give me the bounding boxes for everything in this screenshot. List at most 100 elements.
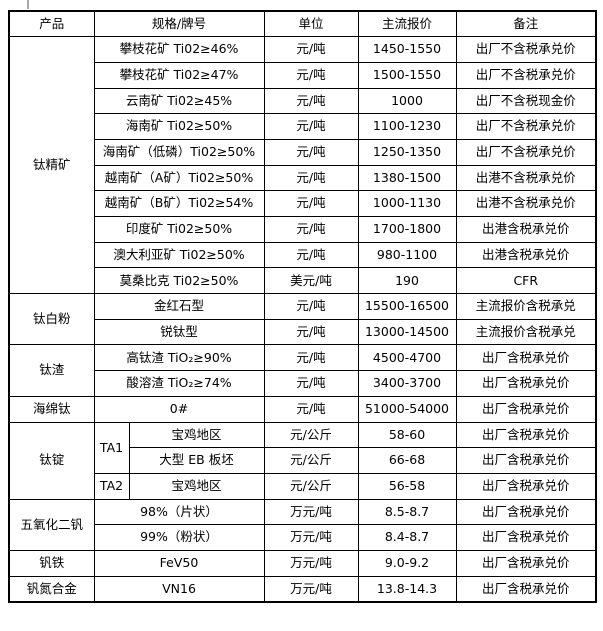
table-row: 钛渣 高钛渣 TiO₂≥90% 元/吨 4500-4700 出厂含税承兑价: [8, 344, 597, 397]
spec-cell: 云南矿 Ti02≥45%: [93, 87, 265, 115]
unit-cell: 美元/吨: [263, 267, 359, 295]
spec-cell: 澳大利亚矿 Ti02≥50%: [93, 241, 265, 269]
table-row: 钒氮合金 VN16 万元/吨 13.8-14.3 出厂含税承兑价: [8, 575, 597, 603]
header-price: 主流报价: [357, 10, 457, 38]
price-cell: 190: [357, 267, 457, 295]
table-row: 越南矿（B矿）Ti02≥54% 元/吨 1000-1130 出港不含税承兑价: [9, 190, 597, 217]
price-cell: 13000-14500: [357, 318, 457, 346]
table-row: 云南矿 Ti02≥45% 元/吨 1000 出厂不含税现金价: [9, 87, 597, 115]
note-cell: 出厂含税承兑价: [455, 421, 597, 449]
price-cell: 1000: [357, 87, 457, 115]
unit-cell: 万元/吨: [263, 549, 359, 577]
price-cell: 8.5-8.7: [357, 498, 457, 526]
price-cell: 980-1100: [357, 241, 457, 269]
product-cell: 海绵钛: [8, 395, 95, 423]
unit-cell: 万元/吨: [263, 575, 359, 603]
note-cell: 出厂不含税现金价: [455, 87, 597, 115]
note-cell: 出港含税承兑价: [455, 216, 597, 243]
table-row: 海南矿 Ti02≥50% 元/吨 1100-1230 出厂不含税承兑价: [9, 113, 597, 140]
header-product: 产品: [8, 10, 95, 38]
table-row: 攀枝花矿 Ti02≥47% 元/吨 1500-1550 出厂不含税承兑价: [9, 61, 597, 89]
header-note: 备注: [455, 10, 597, 38]
price-cell: 4500-4700: [357, 344, 457, 372]
note-cell: 出厂含税承兑价: [455, 344, 597, 372]
spec-cell: FeV50: [93, 549, 265, 577]
note-cell: 出厂含税承兑价: [455, 575, 597, 603]
unit-cell: 元/公斤: [263, 421, 359, 449]
unit-cell: 元/吨: [263, 370, 359, 397]
table-row: 99%（粉状） 万元/吨 8.4-8.7 出厂含税承兑价: [9, 524, 597, 551]
spec-cell: VN16: [93, 575, 265, 603]
unit-cell: 元/吨: [263, 36, 359, 63]
unit-cell: 元/吨: [263, 344, 359, 372]
price-cell: 1100-1230: [357, 113, 457, 140]
spec-cell: 海南矿 Ti02≥50%: [93, 113, 265, 140]
unit-cell: 元/吨: [263, 395, 359, 423]
spec-cell: 酸溶渣 TiO₂≥74%: [93, 370, 265, 397]
unit-cell: 元/吨: [263, 138, 359, 166]
unit-cell: 元/吨: [263, 241, 359, 269]
table-row: 海南矿（低磷）Ti02≥50% 元/吨 1250-1350 出厂不含税承兑价: [9, 138, 597, 166]
price-cell: 1450-1550: [357, 36, 457, 63]
note-cell: 出厂不含税承兑价: [455, 36, 597, 63]
spec-cell: 攀枝花矿 Ti02≥47%: [93, 61, 265, 89]
unit-cell: 元/吨: [263, 87, 359, 115]
spec-cell: 高钛渣 TiO₂≥90%: [93, 344, 265, 372]
header-unit: 单位: [263, 10, 359, 38]
header-spec: 规格/牌号: [93, 10, 265, 38]
spec-cell: 宝鸡地区: [128, 421, 265, 449]
product-cell: 钛渣: [8, 344, 95, 397]
table-row: 钛锭 TA1 宝鸡地区 元/公斤 58-60 出厂含税承兑价: [8, 421, 597, 500]
note-cell: 出港不含税承兑价: [455, 164, 597, 192]
product-cell: 钒铁: [8, 549, 95, 577]
table-row: TA2 宝鸡地区 元/公斤 56-58 出厂含税承兑价: [9, 472, 597, 500]
price-cell: 1000-1130: [357, 190, 457, 217]
price-cell: 8.4-8.7: [357, 524, 457, 551]
note-cell: 主流报价含税承兑: [455, 318, 597, 346]
spec-cell: 海南矿（低磷）Ti02≥50%: [93, 138, 265, 166]
header-row: 产品 规格/牌号 单位 主流报价 备注: [8, 10, 597, 38]
cursor-artifact: [27, 0, 29, 9]
spec-cell: 莫桑比克 Ti02≥50%: [93, 267, 265, 295]
note-cell: 主流报价含税承兑: [455, 293, 597, 320]
price-cell: 13.8-14.3: [357, 575, 457, 603]
unit-cell: 元/吨: [263, 216, 359, 243]
spec-cell: 98%（片状）: [93, 498, 265, 526]
unit-cell: 元/公斤: [263, 447, 359, 474]
note-cell: 出港不含税承兑价: [455, 190, 597, 217]
spec-cell: 0#: [93, 395, 265, 423]
table-row: 钛精矿 攀枝花矿 Ti02≥46% 元/吨 1450-1550 出厂不含税承兑价: [8, 36, 597, 295]
price-cell: 1380-1500: [357, 164, 457, 192]
note-cell: 出厂不含税承兑价: [455, 113, 597, 140]
spec-cell: 金红石型: [93, 293, 265, 320]
product-cell: 钛白粉: [8, 293, 95, 346]
table-row: 印度矿 Ti02≥50% 元/吨 1700-1800 出港含税承兑价: [9, 216, 597, 243]
unit-cell: 元/吨: [263, 61, 359, 89]
note-cell: 出厂不含税承兑价: [455, 61, 597, 89]
table-row: 莫桑比克 Ti02≥50% 美元/吨 190 CFR: [9, 267, 597, 295]
unit-cell: 元/吨: [263, 113, 359, 140]
note-cell: 出厂不含税承兑价: [455, 138, 597, 166]
unit-cell: 元/吨: [263, 318, 359, 346]
spec-cell: 锐钛型: [93, 318, 265, 346]
grade-cell: TA1: [93, 421, 130, 474]
price-cell: 1500-1550: [357, 61, 457, 89]
table-row: 钛白粉 金红石型 元/吨 15500-16500 主流报价含税承兑: [8, 293, 597, 346]
product-cell: 五氧化二钒: [8, 498, 95, 551]
table-row: 锐钛型 元/吨 13000-14500 主流报价含税承兑: [9, 318, 597, 346]
table-row: 钒铁 FeV50 万元/吨 9.0-9.2 出厂含税承兑价: [8, 549, 597, 577]
price-table-body: 钛精矿 攀枝花矿 Ti02≥46% 元/吨 1450-1550 出厂不含税承兑价 攀枝花矿…: [8, 36, 597, 603]
unit-cell: 元/吨: [263, 293, 359, 320]
grade-cell: TA2: [93, 472, 130, 500]
note-cell: 出厂含税承兑价: [455, 395, 597, 423]
unit-cell: 元/公斤: [263, 472, 359, 500]
unit-cell: 元/吨: [263, 190, 359, 217]
price-table: 产品 规格/牌号 单位 主流报价 备注 钛精矿 攀枝花矿 Ti02≥46% 元/吨 1…: [8, 10, 597, 603]
unit-cell: 万元/吨: [263, 524, 359, 551]
note-cell: 出厂含税承兑价: [455, 498, 597, 526]
unit-cell: 万元/吨: [263, 498, 359, 526]
table-row: 海绵钛 0# 元/吨 51000-54000 出厂含税承兑价: [8, 395, 597, 423]
spec-cell: 攀枝花矿 Ti02≥46%: [93, 36, 265, 63]
table-row: 澳大利亚矿 Ti02≥50% 元/吨 980-1100 出港含税承兑价: [9, 241, 597, 269]
spec-cell: 大型 EB 板坯: [128, 447, 265, 474]
